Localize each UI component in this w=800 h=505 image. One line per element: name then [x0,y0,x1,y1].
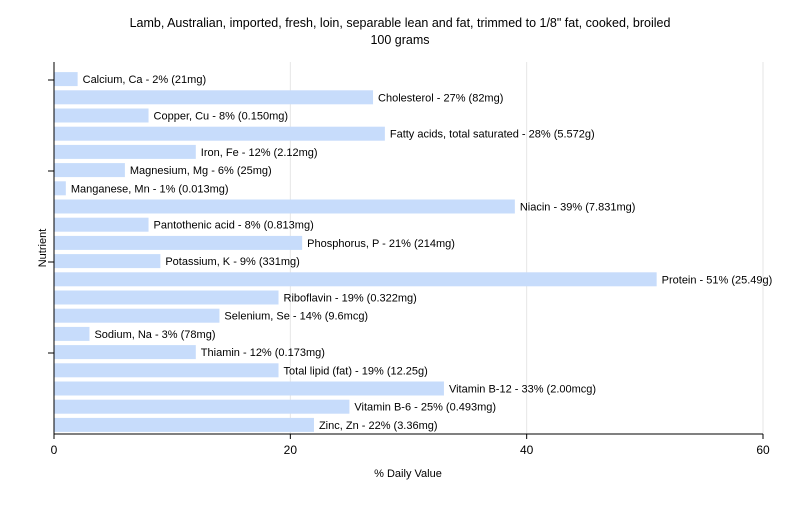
bar-calcium-ca [54,72,78,87]
bar-selenium-se [54,308,220,323]
bar-label: Riboflavin - 19% (0.322mg) [284,293,417,305]
bar-total-lipid-fat- [54,363,279,378]
axes: 0 20 40 60 [48,62,770,457]
chart-title: Lamb, Australian, imported, fresh, loin,… [130,16,671,30]
bar-label: Manganese, Mn - 1% (0.013mg) [71,183,229,195]
bar-magnesium-mg [54,163,125,178]
y-axis-label: Nutrient [37,229,49,268]
x-tick-label: 60 [756,443,770,457]
bar-label: Vitamin B-6 - 25% (0.493mg) [354,402,496,414]
bar-vitamin-b-6 [54,399,350,414]
bar-thiamin [54,345,196,360]
bar-label: Fatty acids, total saturated - 28% (5.57… [390,129,595,141]
bar-label: Potassium, K - 9% (331mg) [165,256,300,268]
bars [54,72,657,432]
bar-sodium-na [54,326,90,341]
x-tick-label: 0 [51,443,58,457]
bar-pantothenic-acid [54,217,149,232]
bar-label: Selenium, Se - 14% (9.6mcg) [224,311,368,323]
bar-label: Niacin - 39% (7.831mg) [520,202,636,214]
bar-label: Copper, Cu - 8% (0.150mg) [154,111,289,123]
bar-label: Phosphorus, P - 21% (214mg) [307,238,455,250]
bar-potassium-k [54,254,161,269]
bar-label: Cholesterol - 27% (82mg) [378,92,503,104]
bar-label: Pantothenic acid - 8% (0.813mg) [154,220,314,232]
bar-label: Total lipid (fat) - 19% (12.25g) [284,365,428,377]
x-axis-label: % Daily Value [374,468,442,480]
bar-copper-cu [54,108,149,123]
bar-iron-fe [54,144,196,159]
chart-subtitle: 100 grams [370,33,429,47]
bar-protein [54,272,657,287]
bar-label: Calcium, Ca - 2% (21mg) [83,74,206,86]
bar-phosphorus-p [54,235,303,250]
bar-label: Sodium, Na - 3% (78mg) [94,329,215,341]
bar-labels: Calcium, Ca - 2% (21mg) Cholesterol - 27%… [71,74,773,432]
bar-label: Protein - 51% (25.49g) [662,274,773,286]
bar-riboflavin [54,290,279,305]
bar-vitamin-b-12 [54,381,444,396]
bar-fatty-acids-total-saturated [54,126,385,141]
bar-niacin [54,199,515,214]
bar-label: Magnesium, Mg - 6% (25mg) [130,165,272,177]
x-tick-label: 40 [520,443,534,457]
bar-label: Vitamin B-12 - 33% (2.00mcg) [449,384,596,396]
bar-label: Zinc, Zn - 22% (3.36mg) [319,420,438,432]
bar-manganese-mn [54,181,66,196]
bar-label: Iron, Fe - 12% (2.12mg) [201,147,318,159]
x-tick-label: 20 [284,443,298,457]
bar-zinc-zn [54,417,314,432]
bar-label: Thiamin - 12% (0.173mg) [201,347,325,359]
bar-cholesterol [54,90,374,105]
